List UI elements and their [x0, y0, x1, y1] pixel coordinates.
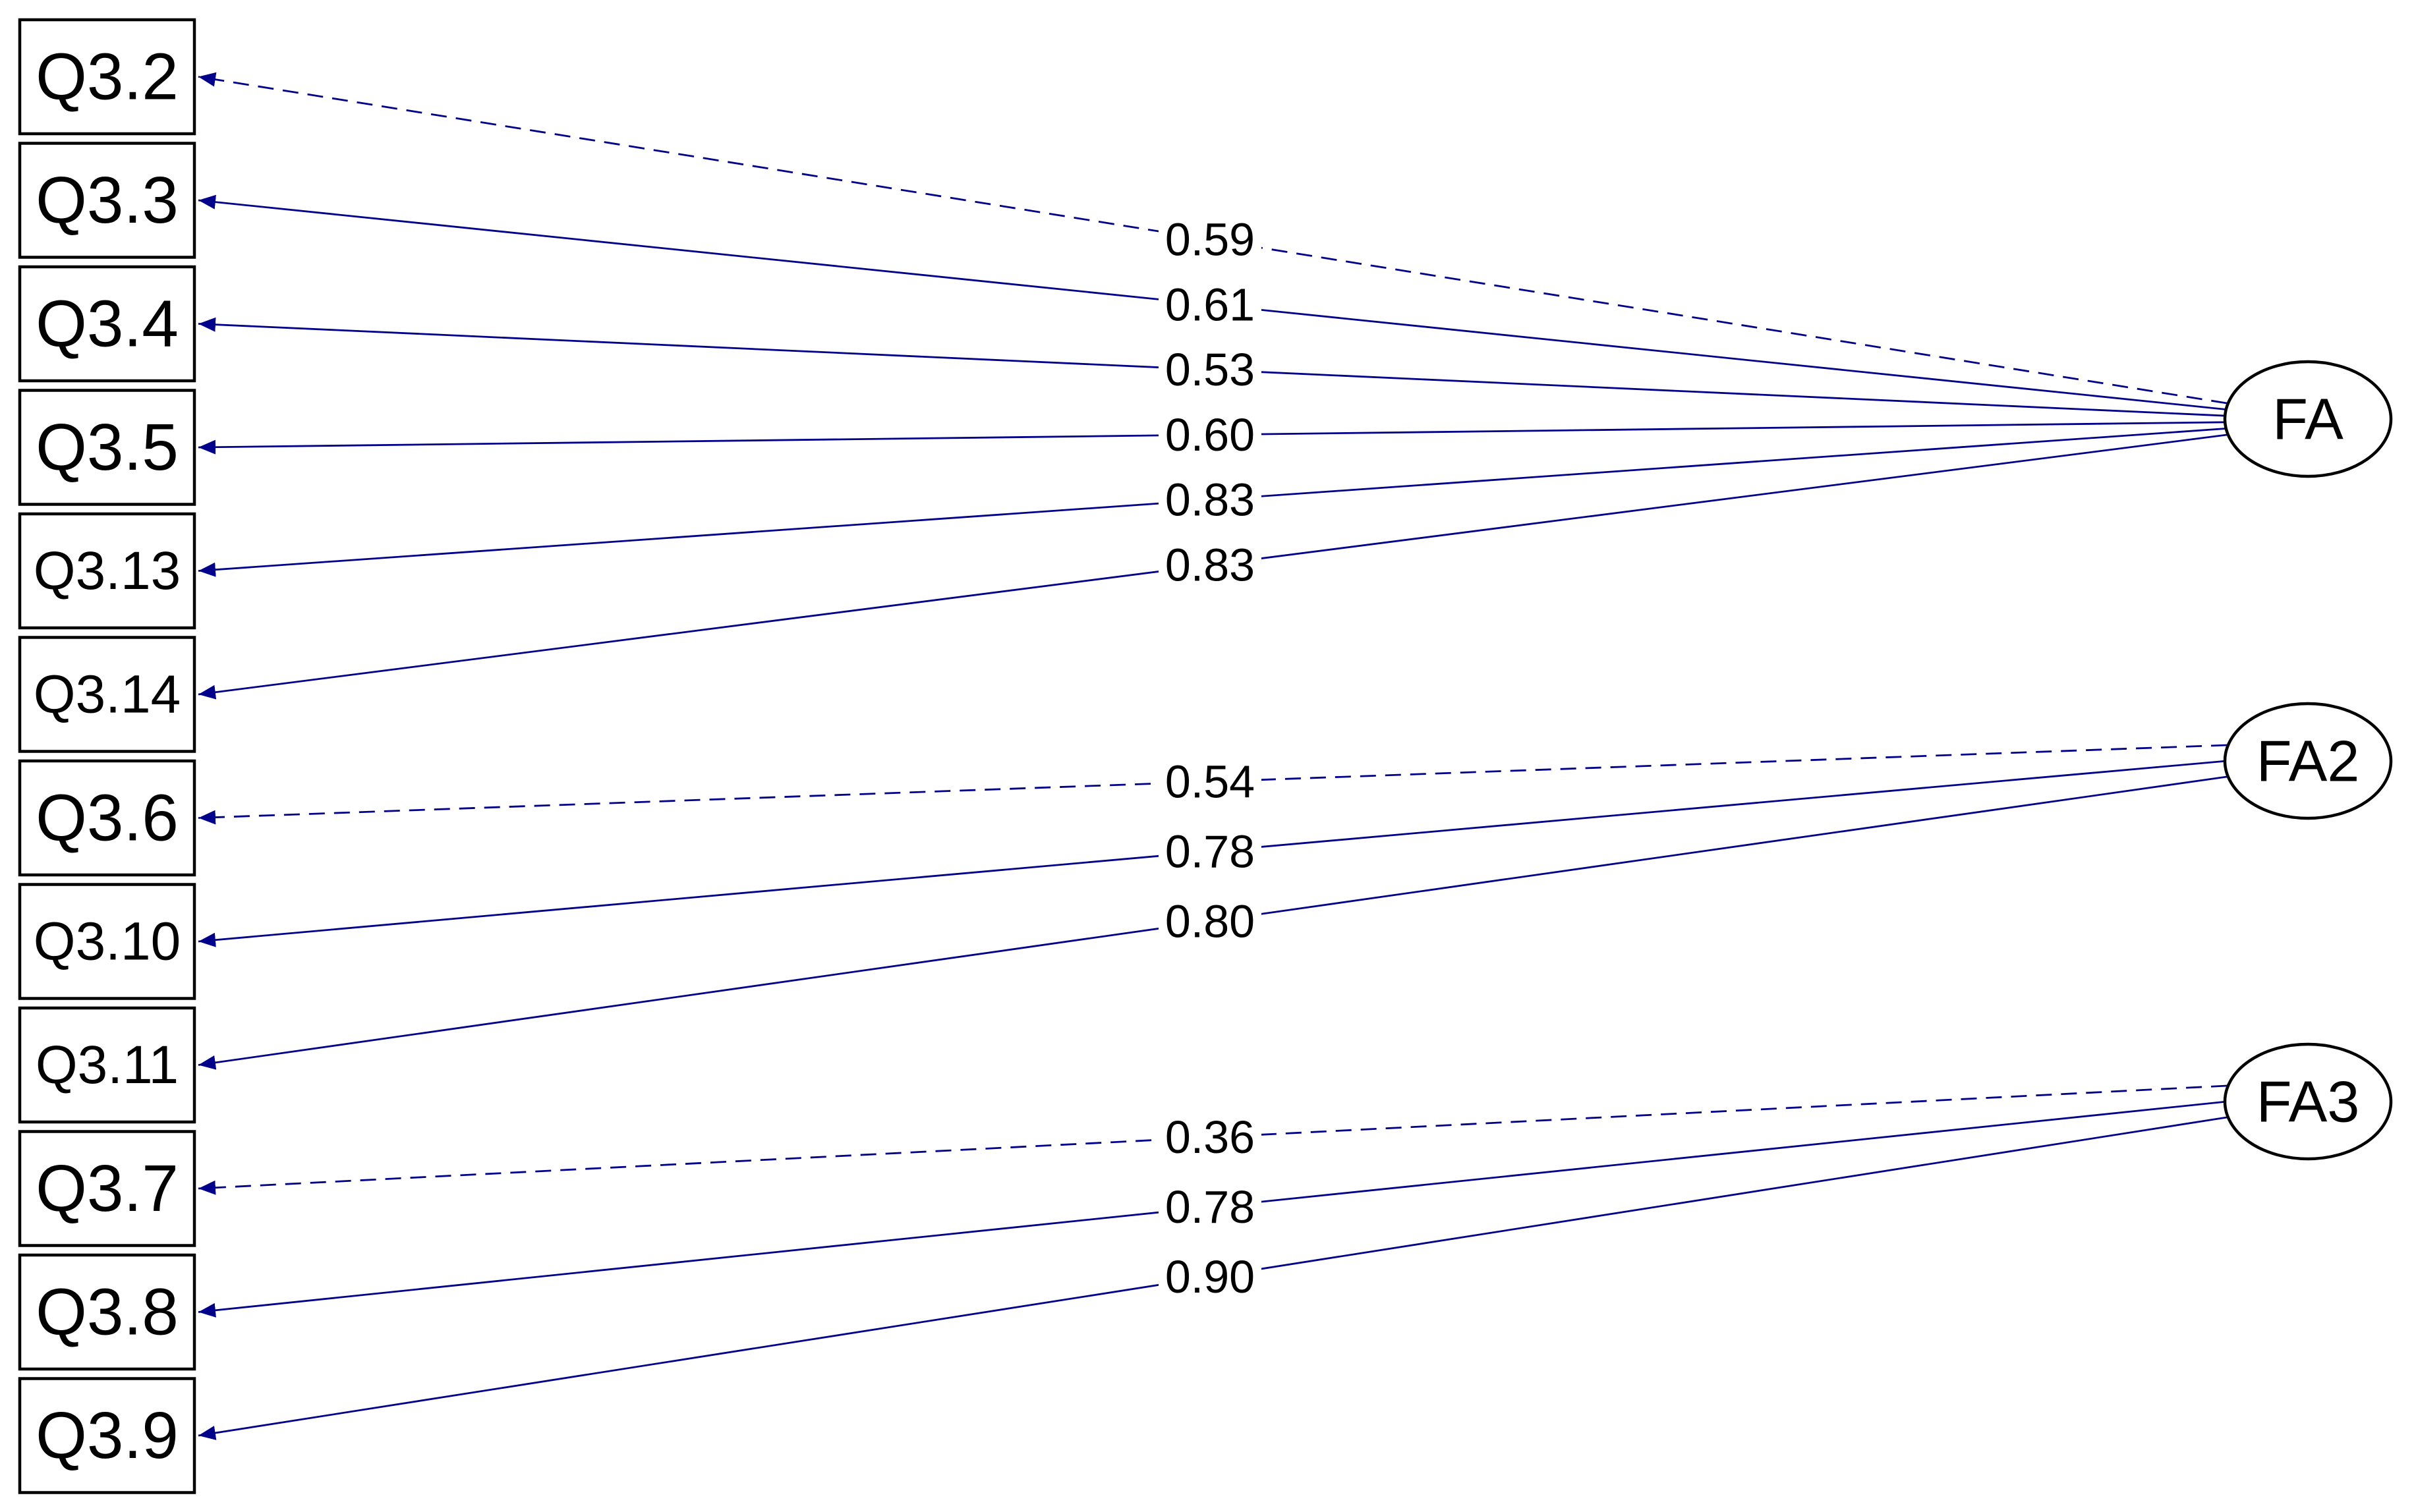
loading-label-background — [1159, 826, 1261, 877]
loading-value: 0.53 — [1165, 344, 1255, 395]
loading-label: 0.83 — [1159, 540, 1261, 591]
loading-label-background — [1159, 409, 1261, 460]
indicator-label: Q3.4 — [36, 287, 179, 361]
loading-label: 0.59 — [1159, 214, 1261, 266]
indicator-node: Q3.8 — [18, 1253, 196, 1371]
loading-value: 0.90 — [1165, 1251, 1255, 1302]
loading-label-background — [1159, 214, 1261, 265]
loading-label-background — [1159, 474, 1261, 525]
loading-label-background — [1159, 279, 1261, 330]
indicator-node: Q3.7 — [18, 1130, 196, 1247]
loading-value: 0.61 — [1165, 279, 1255, 330]
indicator-label: Q3.8 — [36, 1275, 179, 1349]
loading-label-background — [1159, 1182, 1261, 1233]
indicator-label: Q3.6 — [36, 781, 179, 855]
factor-label: FA — [2272, 387, 2344, 452]
indicator-node: Q3.4 — [18, 265, 196, 383]
indicator-node: Q3.14 — [18, 636, 196, 753]
factor-ellipse — [2223, 702, 2393, 820]
loading-label-background — [1159, 896, 1261, 947]
loading-label-background — [1159, 756, 1261, 807]
indicator-label: Q3.11 — [36, 1035, 179, 1095]
factor-ellipse — [2223, 360, 2393, 478]
loading-label: 0.78 — [1159, 1181, 1261, 1233]
indicator-box — [18, 883, 196, 1000]
factor-label: FA2 — [2257, 729, 2360, 794]
loading-label: 0.36 — [1159, 1111, 1261, 1163]
indicator-label: Q3.7 — [36, 1152, 179, 1225]
indicator-label: Q3.14 — [34, 665, 181, 725]
loading-value: 0.54 — [1165, 756, 1255, 807]
loading-label-background — [1159, 345, 1261, 395]
loading-label-background — [1159, 1112, 1261, 1163]
indicator-node: Q3.5 — [18, 389, 196, 506]
loading-label-background — [1159, 540, 1261, 590]
indicator-label: Q3.2 — [36, 40, 179, 114]
loading-value: 0.59 — [1165, 214, 1255, 266]
loading-labels: 0.59 0.61 0.53 0.60 0.83 0.83 0.54 0.78 0.80 0.36… — [1159, 214, 1261, 1302]
indicator-box — [18, 389, 196, 506]
loading-label: 0.54 — [1159, 756, 1261, 807]
indicator-box — [18, 1377, 196, 1494]
indicator-node: Q3.10 — [18, 883, 196, 1000]
indicator-box — [18, 1253, 196, 1371]
indicator-label: Q3.3 — [36, 163, 179, 237]
loading-label: 0.60 — [1159, 409, 1261, 461]
factor-node: FA2 — [2223, 702, 2393, 820]
loading-label-background — [1159, 1252, 1261, 1302]
factor-node: FA — [2223, 360, 2393, 478]
loading-value: 0.78 — [1165, 1181, 1255, 1233]
indicator-node: Q3.9 — [18, 1377, 196, 1494]
loading-label: 0.83 — [1159, 474, 1261, 526]
factor-label: FA3 — [2257, 1069, 2360, 1134]
loading-value: 0.36 — [1165, 1111, 1255, 1163]
indicator-node: Q3.6 — [18, 759, 196, 877]
loading-label: 0.53 — [1159, 344, 1261, 395]
nodes: Q3.2 Q3.3 Q3.4 Q3.5 Q3.13 Q3.14 Q3.6 Q3.10 Q3.11… — [18, 18, 2393, 1494]
loading-label: 0.78 — [1159, 826, 1261, 877]
indicator-box — [18, 636, 196, 753]
indicator-box — [18, 1006, 196, 1124]
indicator-box — [18, 142, 196, 259]
loading-value: 0.83 — [1165, 474, 1255, 526]
loading-label: 0.90 — [1159, 1251, 1261, 1302]
factor-ellipse — [2223, 1042, 2393, 1161]
indicator-box — [18, 265, 196, 383]
loading-value: 0.83 — [1165, 540, 1255, 591]
indicator-node: Q3.11 — [18, 1006, 196, 1124]
indicator-node: Q3.2 — [18, 18, 196, 136]
indicator-box — [18, 759, 196, 877]
indicator-label: Q3.5 — [36, 410, 179, 484]
indicator-label: Q3.9 — [36, 1399, 179, 1472]
loading-value: 0.80 — [1165, 895, 1255, 947]
indicator-box — [18, 1130, 196, 1247]
loading-label: 0.80 — [1159, 895, 1261, 947]
loading-label: 0.61 — [1159, 279, 1261, 330]
indicator-node: Q3.13 — [18, 512, 196, 630]
factor-node: FA3 — [2223, 1042, 2393, 1161]
indicator-box — [18, 18, 196, 136]
indicator-box — [18, 512, 196, 630]
indicator-label: Q3.10 — [34, 912, 181, 972]
loading-value: 0.78 — [1165, 826, 1255, 877]
loading-value: 0.60 — [1165, 409, 1255, 461]
indicator-node: Q3.3 — [18, 142, 196, 259]
indicator-label: Q3.13 — [34, 541, 181, 601]
